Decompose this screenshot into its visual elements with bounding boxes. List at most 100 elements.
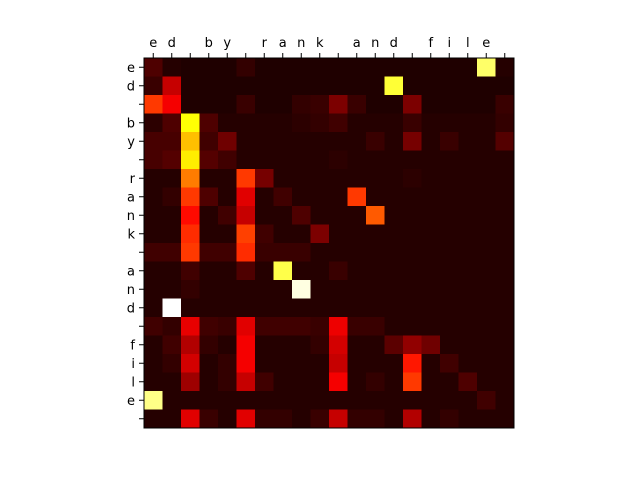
heatmap-cell (384, 391, 404, 410)
heatmap-cell (218, 317, 237, 336)
heatmap-cell (162, 224, 182, 244)
heatmap-cell (199, 261, 219, 281)
heatmap-cell (347, 261, 367, 281)
heatmap-cell (292, 372, 311, 392)
heatmap-cell (236, 206, 256, 225)
heatmap-cell (218, 409, 237, 429)
heatmap-cell (236, 169, 256, 188)
heatmap-cell (403, 224, 422, 244)
heatmap-cell (181, 187, 200, 207)
heatmap-cell (495, 317, 515, 336)
heatmap-cell (273, 317, 293, 336)
heatmap-cell (384, 280, 404, 299)
heatmap-cell (458, 187, 478, 207)
heatmap-cell (199, 224, 219, 244)
heatmap-cell (477, 372, 496, 392)
heatmap-cell (477, 335, 496, 355)
heatmap-cell (292, 206, 311, 225)
heatmap-cell (384, 169, 404, 188)
heatmap-cell (477, 354, 496, 373)
heatmap-cell (144, 150, 163, 170)
heatmap-cell (181, 243, 200, 262)
heatmap-cell (477, 206, 496, 225)
heatmap-cell (236, 150, 256, 170)
heatmap-cell (181, 372, 200, 392)
heatmap-cell (421, 76, 441, 96)
heatmap-cell (181, 298, 200, 318)
heatmap-cell (144, 224, 163, 244)
heatmap-cell (292, 243, 311, 262)
x-tick-label: a (279, 36, 287, 51)
heatmap-cell (366, 354, 385, 373)
heatmap-cell (218, 335, 237, 355)
heatmap-cell (458, 261, 478, 281)
heatmap-cell (384, 317, 404, 336)
heatmap-cell (329, 132, 348, 151)
heatmap-cell (162, 409, 182, 429)
heatmap-cell (477, 113, 496, 133)
heatmap-cell (273, 335, 293, 355)
heatmap-cell (403, 280, 422, 299)
heatmap-cell (162, 150, 182, 170)
heatmap-cell (421, 95, 441, 114)
heatmap-cell (199, 298, 219, 318)
heatmap-cell (366, 372, 385, 392)
heatmap-cell (199, 354, 219, 373)
heatmap-cell (162, 391, 182, 410)
heatmap-cell (366, 206, 385, 225)
heatmap-cell (199, 372, 219, 392)
heatmap-cell (384, 409, 404, 429)
heatmap-cell (458, 409, 478, 429)
heatmap-cell (144, 335, 163, 355)
heatmap-cell (477, 58, 496, 77)
heatmap-cell (199, 391, 219, 410)
heatmap-cell (421, 150, 441, 170)
heatmap-cell (255, 150, 274, 170)
heatmap-cell (384, 58, 404, 77)
heatmap-cell (292, 224, 311, 244)
x-tick-label: y (223, 36, 231, 51)
heatmap-cell (347, 113, 367, 133)
heatmap-cell (273, 391, 293, 410)
heatmap-cell (236, 298, 256, 318)
heatmap-cell (477, 409, 496, 429)
heatmap-cell (347, 317, 367, 336)
heatmap-cell (310, 280, 330, 299)
y-tick-label: y (127, 135, 135, 150)
heatmap-cell (384, 95, 404, 114)
heatmap-cell (199, 95, 219, 114)
heatmap-cell (255, 224, 274, 244)
x-tick-label: b (205, 36, 213, 51)
heatmap-cell (329, 113, 348, 133)
y-tick-label: n (127, 209, 135, 224)
heatmap-cell (329, 76, 348, 96)
heatmap-cell (310, 187, 330, 207)
heatmap-cell (144, 298, 163, 318)
y-tick-label: l (131, 375, 135, 390)
heatmap-cell (144, 243, 163, 262)
heatmap-cell (421, 113, 441, 133)
heatmap-cell (199, 169, 219, 188)
heatmap-cell (477, 76, 496, 96)
x-tick-label: l (466, 36, 470, 51)
heatmap-cell (199, 76, 219, 96)
heatmap-cell (366, 317, 385, 336)
heatmap-cell (421, 317, 441, 336)
heatmap-cell (144, 280, 163, 299)
heatmap-cell (329, 206, 348, 225)
heatmap-cell (292, 150, 311, 170)
heatmap-cell (162, 132, 182, 151)
heatmap-cell (292, 354, 311, 373)
heatmap-cell (255, 317, 274, 336)
heatmap-cell (273, 354, 293, 373)
heatmap-cell (273, 150, 293, 170)
heatmap-cell (458, 76, 478, 96)
heatmap-cell (458, 95, 478, 114)
heatmap-cell (477, 150, 496, 170)
heatmap-cell (403, 391, 422, 410)
heatmap-cell (384, 187, 404, 207)
heatmap-cell (255, 58, 274, 77)
heatmap-cell (421, 261, 441, 281)
heatmap-cell (440, 76, 459, 96)
heatmap-cell (218, 391, 237, 410)
